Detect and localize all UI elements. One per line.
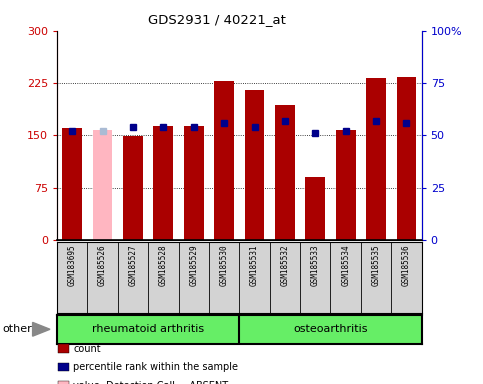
Bar [154, 126, 173, 240]
Text: rheumatoid arthritis: rheumatoid arthritis [92, 324, 204, 334]
Bar [62, 128, 82, 240]
Bar [245, 90, 264, 240]
Text: GSM185530: GSM185530 [220, 245, 228, 286]
Bar [93, 130, 113, 240]
Text: osteoarthritis: osteoarthritis [293, 324, 368, 334]
Bar [366, 78, 386, 240]
Text: GSM185532: GSM185532 [281, 245, 289, 286]
Text: GSM183695: GSM183695 [68, 245, 77, 286]
Text: GSM185531: GSM185531 [250, 245, 259, 286]
Text: count: count [73, 344, 101, 354]
Text: GSM185535: GSM185535 [371, 245, 381, 286]
Text: GSM185534: GSM185534 [341, 245, 350, 286]
Text: GDS2931 / 40221_at: GDS2931 / 40221_at [148, 13, 286, 26]
Bar [275, 105, 295, 240]
Bar [184, 126, 204, 240]
Text: GSM185526: GSM185526 [98, 245, 107, 286]
Text: value, Detection Call = ABSENT: value, Detection Call = ABSENT [73, 381, 228, 384]
Text: other: other [2, 324, 32, 334]
Bar [305, 177, 325, 240]
Polygon shape [33, 323, 50, 336]
Text: GSM185536: GSM185536 [402, 245, 411, 286]
Text: GSM185528: GSM185528 [159, 245, 168, 286]
Text: GSM185527: GSM185527 [128, 245, 138, 286]
Bar [397, 78, 416, 240]
Bar [123, 136, 143, 240]
Bar [214, 81, 234, 240]
Text: percentile rank within the sample: percentile rank within the sample [73, 362, 239, 372]
Text: GSM185533: GSM185533 [311, 245, 320, 286]
Bar [336, 130, 355, 240]
Text: GSM185529: GSM185529 [189, 245, 198, 286]
